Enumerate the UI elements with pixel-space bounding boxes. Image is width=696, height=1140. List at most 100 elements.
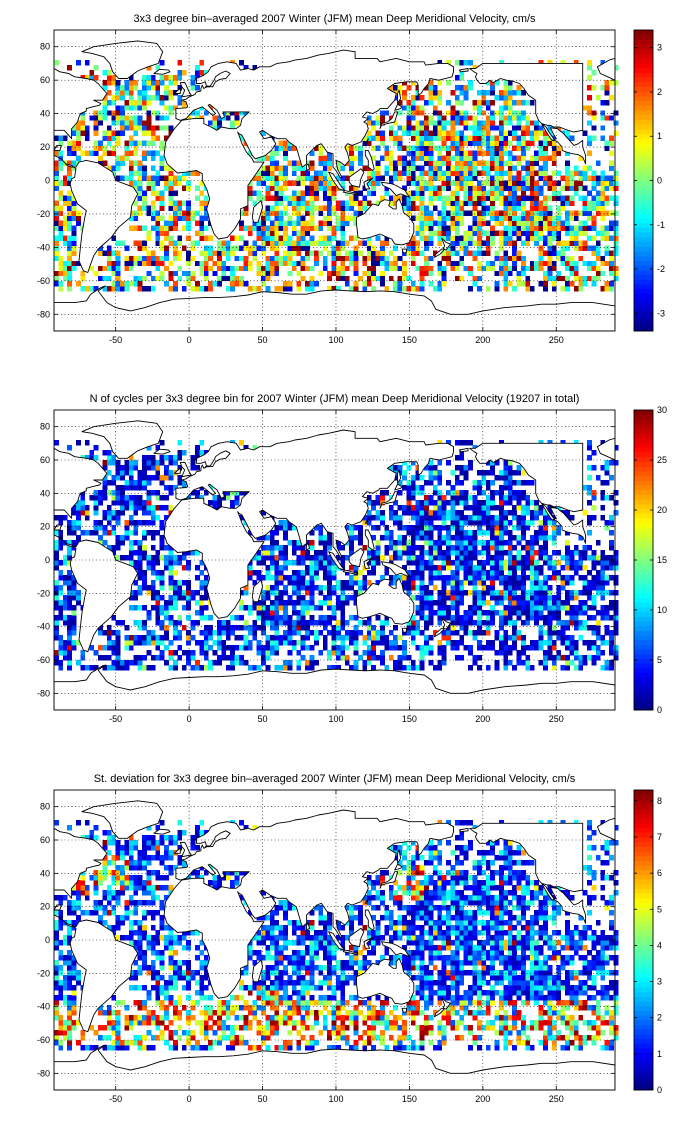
heatmap-cell	[309, 265, 315, 272]
heatmap-cell	[247, 195, 253, 201]
heatmap-cell	[115, 160, 121, 166]
heatmap-cell	[186, 550, 191, 556]
heatmap-cell	[366, 510, 372, 516]
heatmap-cell	[485, 140, 491, 146]
heatmap-cell	[115, 175, 121, 181]
heatmap-cell	[450, 215, 456, 222]
heatmap-cell	[305, 665, 310, 671]
heatmap-cell	[67, 560, 73, 566]
heatmap-cell	[437, 645, 443, 651]
heatmap-cell	[490, 165, 495, 171]
heatmap-cell	[512, 215, 518, 222]
heatmap-cell	[133, 260, 139, 267]
heatmap-cell	[142, 475, 147, 481]
heatmap-cell	[428, 165, 434, 171]
heatmap-cell	[234, 625, 240, 631]
heatmap-cell	[450, 265, 456, 272]
heatmap-cell	[406, 525, 412, 531]
heatmap-cell	[534, 125, 540, 131]
heatmap-cell	[124, 460, 130, 466]
heatmap-cell	[265, 190, 271, 196]
heatmap-cell	[481, 610, 487, 616]
heatmap-cell	[468, 200, 473, 206]
heatmap-cell	[454, 520, 460, 526]
heatmap-cell	[454, 260, 460, 267]
heatmap-cell	[221, 625, 227, 631]
heatmap-cell	[525, 195, 531, 201]
heatmap-cell	[507, 635, 513, 641]
heatmap-cell	[54, 215, 59, 222]
heatmap-cell	[203, 205, 209, 211]
heatmap-cell	[450, 260, 456, 267]
heatmap-cell	[111, 250, 117, 257]
heatmap-cell	[137, 95, 143, 101]
heatmap-cell	[106, 510, 112, 516]
heatmap-cell	[155, 230, 161, 237]
heatmap-cell	[490, 605, 495, 611]
heatmap-cell	[476, 625, 482, 631]
heatmap-cell	[406, 250, 412, 257]
heatmap-cell	[366, 190, 372, 196]
heatmap-cell	[521, 220, 526, 227]
heatmap-cell	[609, 250, 614, 257]
heatmap-cell	[503, 130, 509, 136]
heatmap-cell	[410, 535, 416, 541]
heatmap-cell	[543, 275, 548, 282]
heatmap-cell	[419, 645, 425, 651]
heatmap-cell	[380, 555, 385, 561]
heatmap-cell	[600, 110, 606, 116]
heatmap-cell	[146, 130, 152, 136]
heatmap-cell	[247, 150, 253, 156]
heatmap-cell	[388, 180, 394, 186]
heatmap-cell	[265, 620, 271, 626]
heatmap-cell	[208, 120, 214, 126]
heatmap-cell	[58, 640, 64, 646]
heatmap-cell	[274, 260, 280, 267]
heatmap-cell	[375, 160, 381, 166]
heatmap-cell	[419, 265, 425, 272]
heatmap-cell	[84, 130, 90, 136]
heatmap-cell	[120, 485, 125, 491]
heatmap-cell	[128, 255, 134, 262]
heatmap-cell	[168, 170, 174, 176]
heatmap-cell	[322, 180, 328, 186]
heatmap-cell	[137, 120, 143, 126]
heatmap-cell	[353, 630, 359, 636]
heatmap-cell	[305, 580, 310, 586]
heatmap-cell	[252, 605, 258, 611]
heatmap-cell	[371, 565, 377, 571]
heatmap-cell	[441, 175, 447, 181]
heatmap-cell	[217, 265, 222, 272]
heatmap-cell	[309, 585, 315, 591]
heatmap-cell	[287, 595, 293, 601]
heatmap-cell	[309, 595, 315, 601]
heatmap-cell	[534, 170, 540, 176]
heatmap-cell	[463, 165, 469, 171]
heatmap-cell	[468, 665, 473, 671]
heatmap-cell	[274, 235, 280, 242]
heatmap-cell	[384, 525, 390, 531]
heatmap-cell	[71, 610, 77, 616]
heatmap-cell	[71, 150, 77, 156]
heatmap-cell	[450, 90, 456, 96]
heatmap-cell	[468, 60, 473, 66]
heatmap-cell	[212, 120, 218, 126]
heatmap-cell	[80, 270, 86, 277]
heatmap-cell	[463, 250, 469, 257]
heatmap-cell	[441, 635, 447, 641]
heatmap-cell	[349, 545, 354, 551]
heatmap-cell	[459, 525, 465, 531]
heatmap-cell	[450, 575, 456, 581]
heatmap-cell	[428, 220, 434, 227]
heatmap-cell	[472, 250, 478, 257]
heatmap-cell	[441, 130, 447, 136]
heatmap-cell	[472, 140, 478, 146]
heatmap-cell	[124, 525, 130, 531]
heatmap-cell	[556, 210, 562, 217]
heatmap-cell	[142, 175, 147, 181]
heatmap-cell	[441, 155, 447, 161]
heatmap-cell	[551, 220, 557, 227]
heatmap-cell	[437, 550, 443, 556]
heatmap-cell	[177, 205, 183, 211]
heatmap-cell	[93, 65, 99, 71]
